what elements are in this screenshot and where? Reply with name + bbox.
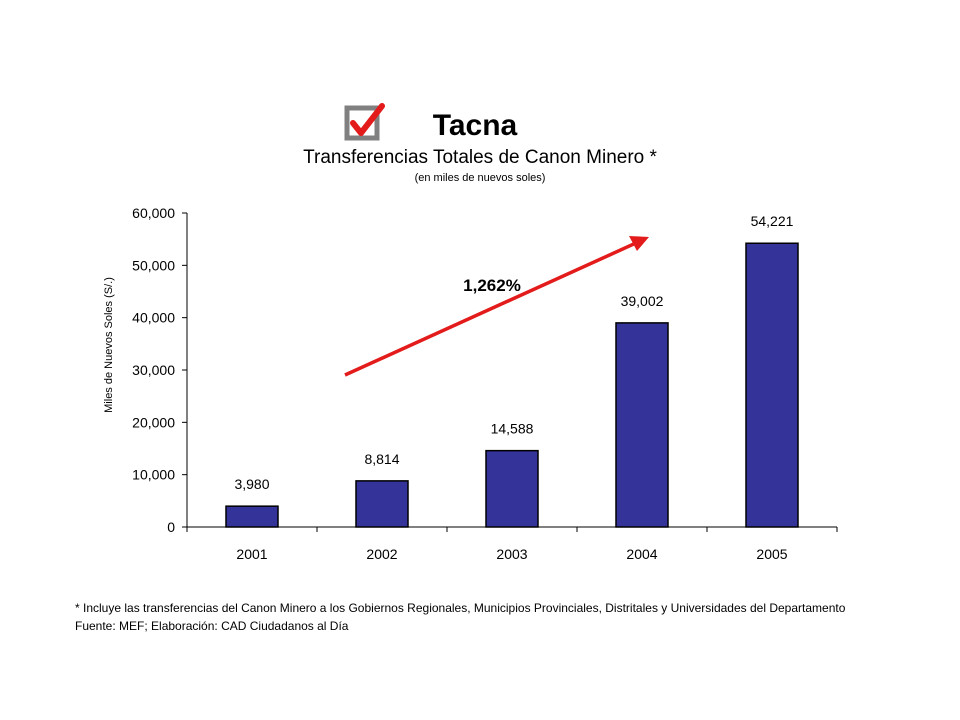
bar [485, 449, 539, 528]
data-label: 14,588 [491, 421, 534, 437]
y-tick-label: 50,000 [132, 257, 175, 273]
data-label: 39,002 [621, 293, 664, 309]
y-axis-title: Miles de Nuevos Soles (S/.) [103, 277, 115, 413]
bar-chart: 0 10,000 20,000 30,000 40,000 50,000 60,000 200… [103, 205, 838, 562]
chart-bars [225, 242, 799, 528]
footnote: * Incluye las transferencias del Canon M… [75, 601, 846, 615]
bar [745, 242, 799, 528]
trend-arrow-line [344, 241, 637, 377]
y-tick-label: 0 [167, 519, 175, 535]
trend-label: 1,262% [463, 276, 521, 295]
trend-arrow-head [629, 236, 649, 251]
chart-title: Tacna [432, 109, 518, 142]
unit-note: (en miles de nuevos soles) [414, 172, 546, 184]
trend-annotation: 1,262% [344, 236, 649, 377]
x-tick-label: 2002 [366, 546, 397, 562]
source-note: Fuente: MEF; Elaboración: CAD Ciudadanos… [75, 619, 349, 633]
x-tick-label: 2001 [236, 546, 267, 562]
bar [225, 505, 279, 528]
data-label: 3,980 [234, 476, 269, 492]
data-label: 8,814 [364, 451, 399, 467]
y-tick-label: 40,000 [132, 310, 175, 326]
chart-subtitle: Transferencias Totales de Canon Minero * [303, 147, 657, 168]
y-tick-label: 20,000 [132, 414, 175, 430]
chart-data-labels: 3,980 8,814 14,588 39,002 54,221 [234, 213, 793, 492]
y-tick-label: 10,000 [132, 467, 175, 483]
x-tick-label: 2005 [756, 546, 787, 562]
y-tick-label: 60,000 [132, 205, 175, 221]
data-label: 54,221 [751, 213, 794, 229]
checkbox-check-icon [344, 103, 385, 141]
x-tick-label: 2003 [496, 546, 527, 562]
bar [355, 480, 409, 528]
bar [615, 322, 669, 528]
y-tick-label: 30,000 [132, 362, 175, 378]
x-tick-label: 2004 [626, 546, 657, 562]
chart-axes: 0 10,000 20,000 30,000 40,000 50,000 60,000 200… [103, 205, 838, 562]
